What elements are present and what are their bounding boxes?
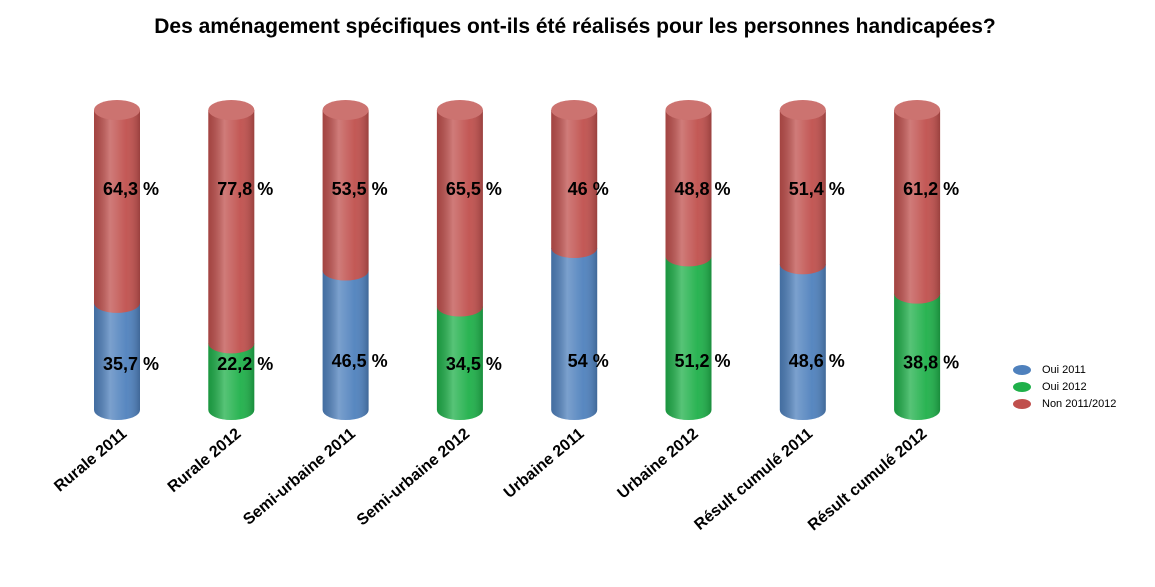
x-tick-label: Rurale 2012 [165,425,245,496]
x-tick-label: Urbaine 2012 [615,425,702,502]
value-label: 65,5 % [446,179,502,199]
segment-shade [551,248,598,420]
value-label: 64,3 % [103,179,159,199]
segment-shade [208,110,255,354]
x-tick-label: Rurale 2011 [51,425,130,495]
segment-shade [94,110,140,313]
segment-shade [208,343,255,420]
cylinder-top-shade [436,100,483,120]
x-tick-label: Urbaine 2011 [501,425,588,502]
value-label: 22,2 % [217,354,273,374]
value-label: 38,8 % [903,353,959,373]
value-label: 54 % [568,351,609,371]
value-label: 34,5 % [446,354,502,374]
x-tick-label: Semi-urbaine 2012 [354,425,473,529]
cylinder-top-shade [665,100,712,120]
value-label: 53,5 % [332,179,388,199]
cylinder-top [551,100,598,120]
cylinder-top [208,100,255,120]
value-label: 77,8 % [217,179,273,199]
segment-shade [665,256,712,420]
value-label: 51,2 % [674,351,730,371]
cylinder-top [894,100,941,120]
legend-label: Oui 2012 [1042,381,1087,393]
legend-label: Oui 2011 [1042,364,1086,376]
segment-shade [665,110,712,267]
value-label: 35,7 % [103,354,159,374]
x-tick-label: Résult cumulé 2011 [691,425,816,534]
value-label: 46 % [568,179,609,199]
cylinder-top-shade [322,100,369,120]
x-tick-label: Résult cumulé 2012 [805,425,930,534]
cylinder-top [94,100,140,120]
chart-title: Des aménagement spécifiques ont-ils été … [154,15,996,38]
legend-swatch [1013,382,1031,392]
segment-shade [436,306,483,420]
cylinder-top [322,100,369,120]
segment-shade [551,110,598,258]
value-label: 46,5 % [332,351,388,371]
cylinder-top-shade [894,100,941,120]
cylinder-top-shade [779,100,826,120]
cylinder-top [779,100,826,120]
segment-shade [436,110,483,317]
cylinder-top-shade [208,100,255,120]
cylinder-top-shade [551,100,598,120]
value-label: 61,2 % [903,179,959,199]
value-label: 51,4 % [789,179,845,199]
segment-shade [779,110,826,275]
value-label: 48,6 % [789,351,845,371]
cylinder-top [665,100,712,120]
legend-swatch [1013,365,1031,375]
cylinder-top [436,100,483,120]
legend-swatch [1013,399,1031,409]
cylinder-top-shade [94,100,140,120]
value-label: 48,8 % [674,179,730,199]
x-tick-label: Semi-urbaine 2011 [240,425,359,528]
legend-label: Non 2011/2012 [1042,398,1116,410]
segment-shade [94,302,140,420]
segment-shade [779,264,826,420]
segment-shade [322,270,369,420]
segment-shade [894,293,941,420]
segment-shade [894,110,941,304]
segment-shade [322,110,369,281]
